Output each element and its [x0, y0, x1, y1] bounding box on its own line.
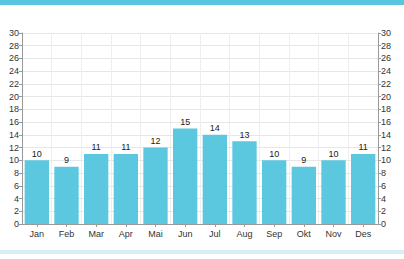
svg-text:26: 26: [9, 53, 19, 63]
svg-text:10: 10: [9, 155, 19, 165]
svg-text:10: 10: [328, 149, 338, 159]
svg-text:Jun: Jun: [178, 229, 193, 239]
svg-text:14: 14: [210, 123, 220, 133]
svg-text:2: 2: [381, 206, 386, 216]
svg-text:Okt: Okt: [297, 229, 312, 239]
svg-text:Mar: Mar: [88, 229, 104, 239]
svg-text:16: 16: [381, 117, 391, 127]
svg-text:24: 24: [381, 66, 391, 76]
svg-text:16: 16: [9, 117, 19, 127]
svg-text:22: 22: [9, 79, 19, 89]
svg-text:26: 26: [381, 53, 391, 63]
svg-text:Des: Des: [355, 229, 372, 239]
svg-text:15: 15: [180, 117, 190, 127]
svg-text:18: 18: [9, 104, 19, 114]
svg-text:28: 28: [9, 41, 19, 51]
svg-text:10: 10: [381, 155, 391, 165]
svg-text:10: 10: [32, 149, 42, 159]
svg-text:30: 30: [381, 28, 391, 38]
svg-text:6: 6: [14, 181, 19, 191]
svg-text:12: 12: [381, 143, 391, 153]
svg-text:0: 0: [14, 219, 19, 229]
svg-text:13: 13: [239, 130, 249, 140]
svg-text:24: 24: [9, 66, 19, 76]
svg-text:9: 9: [301, 155, 306, 165]
svg-text:8: 8: [381, 168, 386, 178]
svg-text:30: 30: [9, 28, 19, 38]
svg-text:11: 11: [358, 142, 367, 152]
svg-text:4: 4: [381, 194, 386, 204]
svg-text:Sep: Sep: [266, 229, 282, 239]
svg-text:14: 14: [9, 130, 19, 140]
svg-text:Nov: Nov: [325, 229, 342, 239]
svg-text:Mai: Mai: [148, 229, 163, 239]
svg-text:10: 10: [269, 149, 279, 159]
svg-text:20: 20: [381, 92, 391, 102]
svg-text:20: 20: [9, 92, 19, 102]
svg-text:0: 0: [381, 219, 386, 229]
svg-text:28: 28: [381, 41, 391, 51]
svg-text:22: 22: [381, 79, 391, 89]
svg-text:12: 12: [9, 143, 19, 153]
svg-text:Feb: Feb: [59, 229, 75, 239]
svg-text:18: 18: [381, 104, 391, 114]
svg-text:4: 4: [14, 194, 19, 204]
svg-text:11: 11: [121, 142, 130, 152]
svg-text:Aug: Aug: [236, 229, 252, 239]
svg-text:6: 6: [381, 181, 386, 191]
svg-text:9: 9: [64, 155, 69, 165]
svg-text:12: 12: [150, 136, 160, 146]
svg-text:Apr: Apr: [119, 229, 133, 239]
svg-text:14: 14: [381, 130, 391, 140]
svg-text:2: 2: [14, 206, 19, 216]
svg-text:Jan: Jan: [30, 229, 45, 239]
svg-text:8: 8: [14, 168, 19, 178]
svg-text:11: 11: [91, 142, 100, 152]
svg-text:Jul: Jul: [209, 229, 221, 239]
